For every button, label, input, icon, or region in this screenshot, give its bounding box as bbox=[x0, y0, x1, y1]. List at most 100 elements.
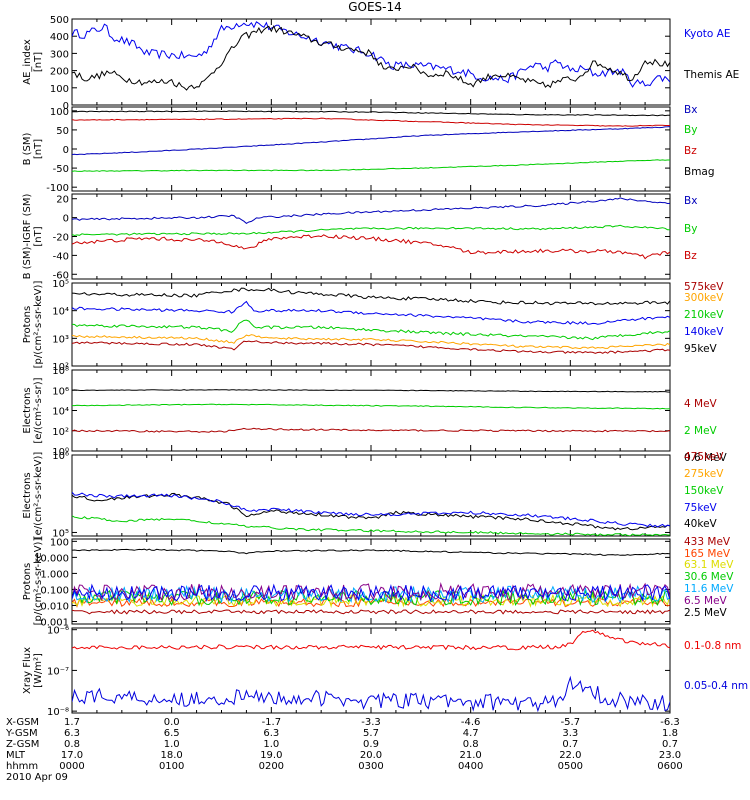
panel-frame bbox=[71, 627, 671, 714]
date-label: 2010 Apr 09 bbox=[6, 772, 68, 783]
series-line bbox=[72, 110, 670, 117]
x-column-value: -3.3 bbox=[361, 717, 381, 728]
x-row-label: Y-GSM bbox=[5, 728, 38, 739]
y-tick-label: -20 bbox=[53, 233, 69, 244]
y-axis-label: Electrons[e/(cm²-s-sr)] bbox=[22, 377, 44, 443]
series-line bbox=[72, 581, 670, 602]
legend-label: 0.6 MeV bbox=[684, 452, 728, 464]
x-row-label: X-GSM bbox=[6, 717, 39, 728]
panel-3: 10² 10³ 10⁴ 10⁵ Protons[p/(cm²-s-sr-keV)] 575… bbox=[22, 279, 724, 373]
x-column-value: -6.3 bbox=[660, 717, 680, 728]
legend-label: 4 MeV bbox=[684, 398, 718, 410]
y-tick-label: -60 bbox=[53, 270, 69, 281]
x-column-value: -1.7 bbox=[262, 717, 282, 728]
legend-label: 30.6 MeV bbox=[684, 571, 734, 583]
y-tick-label: 0.100 bbox=[40, 585, 69, 596]
panel-1: -100 -50 0 50 100 B (SM)[nT] Bx By Bz Bmag bbox=[22, 104, 715, 194]
panel-frame bbox=[71, 369, 671, 452]
legend-label: Kyoto AE bbox=[684, 28, 730, 40]
page-title: GOES-14 bbox=[348, 0, 402, 14]
series-line bbox=[72, 300, 670, 325]
y-tick-label: 10⁸ bbox=[52, 366, 69, 377]
y-tick-label: 10⁵ bbox=[52, 279, 69, 290]
legend-label: 165 MeV bbox=[684, 548, 731, 560]
series-line bbox=[72, 224, 670, 237]
x-column-value: 0.8 bbox=[64, 739, 80, 750]
x-column-value: 23.0 bbox=[659, 750, 681, 761]
legend-label: Themis AE bbox=[683, 69, 739, 81]
legend-label: By bbox=[684, 124, 697, 136]
x-column-value: 0400 bbox=[458, 761, 483, 772]
legend-label: 95keV bbox=[684, 343, 718, 355]
x-column-value: 3.3 bbox=[562, 728, 578, 739]
x-column-value: 0600 bbox=[657, 761, 682, 772]
y-tick-label: 100 bbox=[50, 107, 69, 118]
x-column-value: 0.9 bbox=[363, 739, 379, 750]
x-column-value: 18.0 bbox=[161, 750, 183, 761]
y-tick-label: 10⁰ bbox=[52, 447, 69, 458]
legend-label: 575keV bbox=[684, 281, 724, 293]
panel-0: 0 100 200 300 400 500 AE_index[nT] Kyoto AE Them… bbox=[22, 15, 739, 112]
panel-frame bbox=[71, 538, 671, 625]
x-column-value: 0.7 bbox=[562, 739, 578, 750]
x-column-value: 22.0 bbox=[559, 750, 581, 761]
series-line bbox=[72, 492, 670, 531]
y-tick-label: 10.000 bbox=[34, 553, 69, 564]
series-line bbox=[72, 21, 670, 88]
panel-6: 0.001 0.010 0.100 1.000 10.000 100 Protons[p/(… bbox=[22, 536, 734, 629]
y-axis-label: B (SM)-IGRF (SM)[nT] bbox=[22, 194, 44, 280]
x-column-value: 1.0 bbox=[263, 739, 279, 750]
y-tick-label: 10⁵ bbox=[52, 528, 69, 539]
legend-label: 40keV bbox=[684, 518, 718, 530]
series-line bbox=[72, 548, 670, 556]
y-tick-label: 10² bbox=[52, 427, 69, 438]
y-tick-label: 400 bbox=[50, 32, 69, 43]
y-tick-label: 10³ bbox=[52, 334, 69, 345]
y-axis-label: Protons[p/(cm²-s-sr-keV)] bbox=[22, 281, 44, 369]
x-column-value: 6.5 bbox=[164, 728, 180, 739]
legend-label: 150keV bbox=[684, 485, 724, 497]
x-column-value: 1.0 bbox=[164, 739, 180, 750]
y-tick-label: 1.000 bbox=[40, 569, 69, 580]
series-line bbox=[72, 389, 670, 393]
series-line bbox=[72, 334, 670, 350]
x-column-value: 0.8 bbox=[463, 739, 479, 750]
x-column-value: 17.0 bbox=[61, 750, 83, 761]
series-line bbox=[72, 427, 670, 433]
y-tick-label: 500 bbox=[50, 15, 69, 26]
y-tick-label: 10⁴ bbox=[52, 407, 69, 418]
legend-label: 2 MeV bbox=[684, 425, 718, 437]
series-line bbox=[72, 583, 670, 603]
panel-2: -60 -40 -20 0 20 B (SM)-IGRF (SM)[nT] Bx By Bz bbox=[22, 193, 697, 281]
y-tick-label: 10⁻⁸ bbox=[47, 707, 69, 718]
y-axis-label: Electrons[e/(cm²-s-sr-keV)] bbox=[22, 452, 44, 540]
y-tick-label: 100 bbox=[50, 537, 69, 548]
series-line bbox=[72, 117, 670, 127]
y-tick-label: 200 bbox=[50, 67, 69, 78]
x-column-value: 0200 bbox=[259, 761, 284, 772]
series-line bbox=[72, 609, 670, 615]
series-line bbox=[72, 319, 670, 341]
series-line bbox=[72, 25, 670, 91]
x-row-label: MLT bbox=[6, 750, 26, 761]
x-column-value: 0.0 bbox=[164, 717, 180, 728]
y-tick-label: -40 bbox=[53, 251, 69, 262]
x-column-value: 0500 bbox=[558, 761, 583, 772]
legend-label: 63.1 MeV bbox=[684, 559, 734, 571]
series-line bbox=[72, 491, 670, 528]
y-tick-label: 10⁴ bbox=[52, 307, 69, 318]
x-column-value: 19.0 bbox=[260, 750, 282, 761]
legend-label: Bmag bbox=[684, 166, 715, 178]
y-tick-label: 0.010 bbox=[40, 601, 69, 612]
y-tick-label: 10⁻⁷ bbox=[47, 666, 69, 677]
series-line bbox=[72, 159, 670, 172]
series-line bbox=[72, 126, 670, 156]
y-tick-label: 0.001 bbox=[40, 618, 69, 629]
x-row-label: hhmm bbox=[6, 761, 38, 772]
series-line bbox=[72, 675, 670, 713]
x-column-value: -4.6 bbox=[461, 717, 481, 728]
legend-label: 2.5 MeV bbox=[684, 607, 728, 619]
legend-label: 0.1-0.8 nm bbox=[684, 640, 741, 652]
y-axis-label: Protons[p/(cm²-s-sr-keV)] bbox=[22, 538, 44, 626]
legend-label: 6.5 MeV bbox=[684, 595, 728, 607]
